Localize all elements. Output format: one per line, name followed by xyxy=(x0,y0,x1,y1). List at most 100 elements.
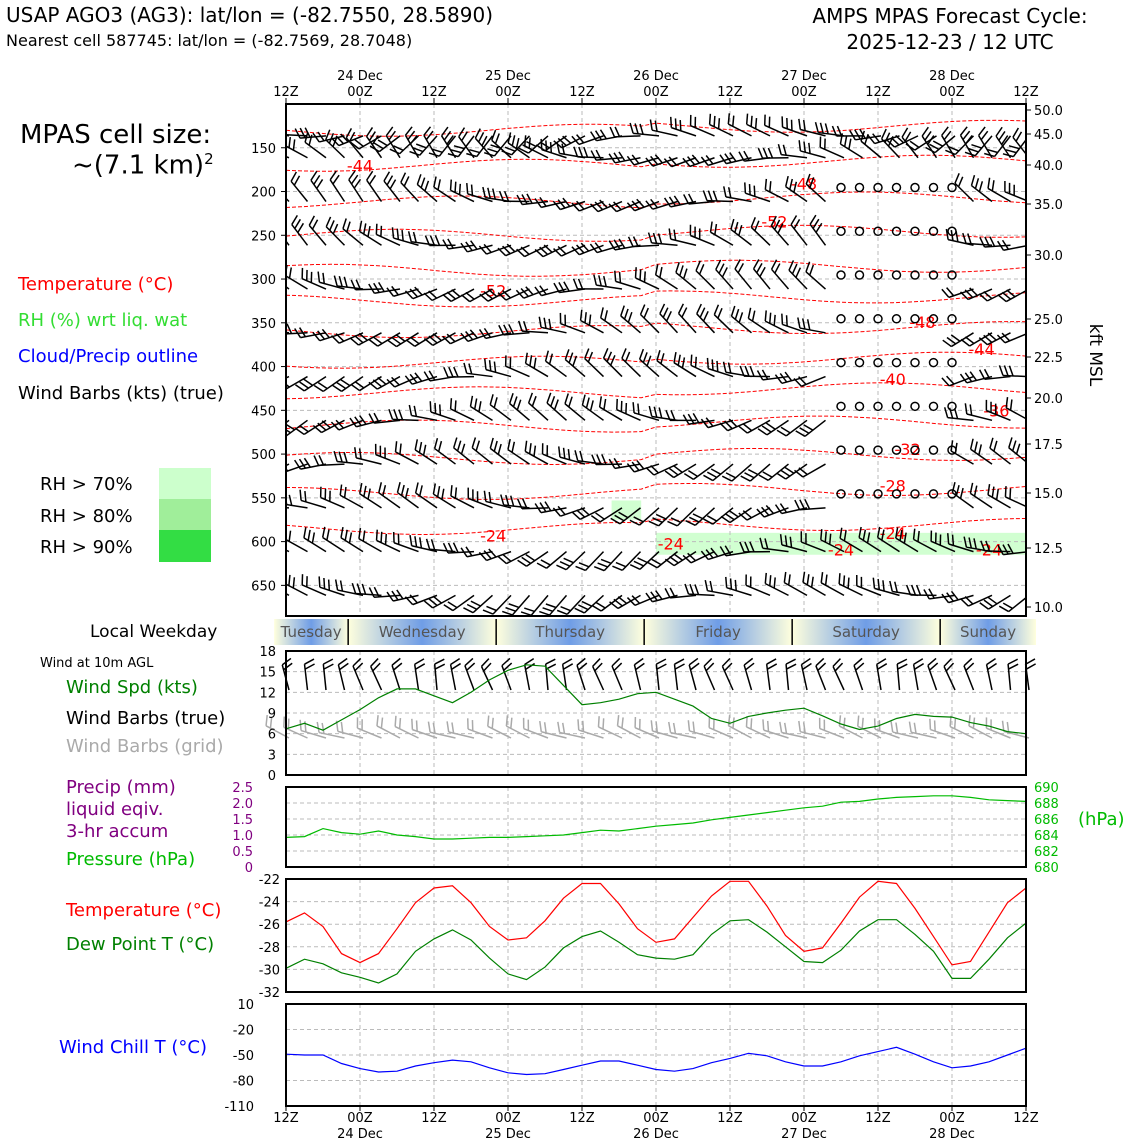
barb-flag xyxy=(695,260,701,272)
barb-flag xyxy=(789,536,793,548)
barb-flag xyxy=(629,564,641,570)
pressure-unit-label: (hPa) xyxy=(1078,809,1125,830)
barb-flag xyxy=(712,718,715,730)
wind-barb xyxy=(750,217,771,246)
barb-flag xyxy=(411,718,414,730)
barb-flag xyxy=(652,232,658,244)
wind-barb xyxy=(757,419,789,436)
calm-circle xyxy=(947,270,957,280)
forecast-cycle-title: AMPS MPAS Forecast Cycle: 2025-12-23 / 1… xyxy=(780,3,1120,55)
barb-staff xyxy=(721,665,734,691)
barb-flag xyxy=(578,146,584,158)
barb-staff xyxy=(357,727,382,739)
barb-flag xyxy=(350,383,361,392)
top-time-tick: 12Z xyxy=(273,85,299,100)
barb-flag xyxy=(665,311,672,322)
barb-flag xyxy=(478,401,482,412)
wind-barb xyxy=(386,375,419,388)
barb-flag xyxy=(968,537,973,549)
wind-barb xyxy=(639,304,660,334)
barb-flag xyxy=(510,495,515,507)
barb-flag xyxy=(313,174,321,185)
surface-wind-barb xyxy=(523,658,536,691)
barb-flag xyxy=(855,662,865,671)
wind-barb xyxy=(677,303,697,334)
wind-barb xyxy=(998,365,1026,378)
wind-barb xyxy=(690,354,715,378)
barb-flag xyxy=(524,440,528,452)
barb-flag xyxy=(415,663,426,670)
barb-flag xyxy=(447,601,458,609)
wind-barb xyxy=(507,132,530,159)
grid-wind-barb xyxy=(634,716,660,739)
barb-flag xyxy=(301,267,304,279)
bottom-time-tick: 12Z xyxy=(421,1111,447,1126)
barb-flag xyxy=(424,235,431,246)
barb-flag xyxy=(762,719,765,731)
barb-flag xyxy=(623,308,629,320)
barb-flag xyxy=(626,597,636,606)
barb-staff xyxy=(673,463,697,479)
grid-wind-barb xyxy=(466,718,493,739)
barb-flag xyxy=(533,357,537,369)
barb-flag xyxy=(990,401,992,413)
barb-flag xyxy=(401,230,404,241)
barb-flag xyxy=(522,320,528,332)
barb-flag xyxy=(458,127,466,138)
barb-flag xyxy=(274,219,284,228)
barb-flag xyxy=(886,139,896,148)
barb-flag xyxy=(286,323,293,334)
barb-flag xyxy=(613,662,623,672)
calm-circle xyxy=(947,182,957,193)
barb-staff xyxy=(746,726,771,739)
barb-flag xyxy=(505,606,516,612)
barb-flag xyxy=(603,275,607,287)
barb-flag xyxy=(329,220,335,231)
barb-flag xyxy=(1007,543,1014,554)
barb-flag xyxy=(298,458,307,469)
grid-wind-barb xyxy=(356,717,382,739)
wind-barb xyxy=(325,216,346,246)
wind-barb xyxy=(723,186,752,203)
wind-barb xyxy=(793,375,826,387)
wind-speed-tick: 18 xyxy=(259,645,276,660)
barb-flag xyxy=(386,591,394,602)
barb-flag xyxy=(798,376,807,385)
barb-flag xyxy=(348,170,356,181)
barb-flag xyxy=(428,152,440,157)
wind-barb xyxy=(798,140,826,159)
barb-flag xyxy=(322,272,325,284)
wind-barb xyxy=(629,507,660,526)
barb-flag xyxy=(932,140,944,147)
barb-staff xyxy=(545,360,567,378)
temperature-tick: -24 xyxy=(259,896,280,911)
wind-barb xyxy=(460,240,493,253)
barb-flag xyxy=(818,717,821,729)
barb-flag xyxy=(479,293,489,302)
wind-barb xyxy=(849,128,882,141)
rh80-label: RH > 80% xyxy=(40,506,133,527)
temperature-contour xyxy=(286,191,1026,209)
calm-circle xyxy=(854,226,865,237)
bottom-time-tick: 00Z xyxy=(495,1111,521,1126)
wind-barb xyxy=(730,305,752,334)
barb-flag xyxy=(594,130,602,141)
wind-barb xyxy=(571,200,604,212)
barb-flag xyxy=(732,717,735,729)
barb-flag xyxy=(558,446,561,458)
barb-flag xyxy=(609,601,619,610)
wind-barb xyxy=(979,594,1011,610)
barb-flag xyxy=(978,293,988,302)
wind-barb xyxy=(498,324,530,336)
barb-flag xyxy=(650,464,659,474)
barb-flag xyxy=(553,282,560,293)
barb-flag xyxy=(539,720,543,732)
barb-flag xyxy=(987,662,997,671)
barb-flag xyxy=(953,408,959,419)
barb-flag xyxy=(943,407,949,418)
barb-flag xyxy=(470,184,474,196)
barb-flag xyxy=(275,180,285,190)
barb-flag xyxy=(858,526,862,538)
barb-flag xyxy=(456,440,462,452)
